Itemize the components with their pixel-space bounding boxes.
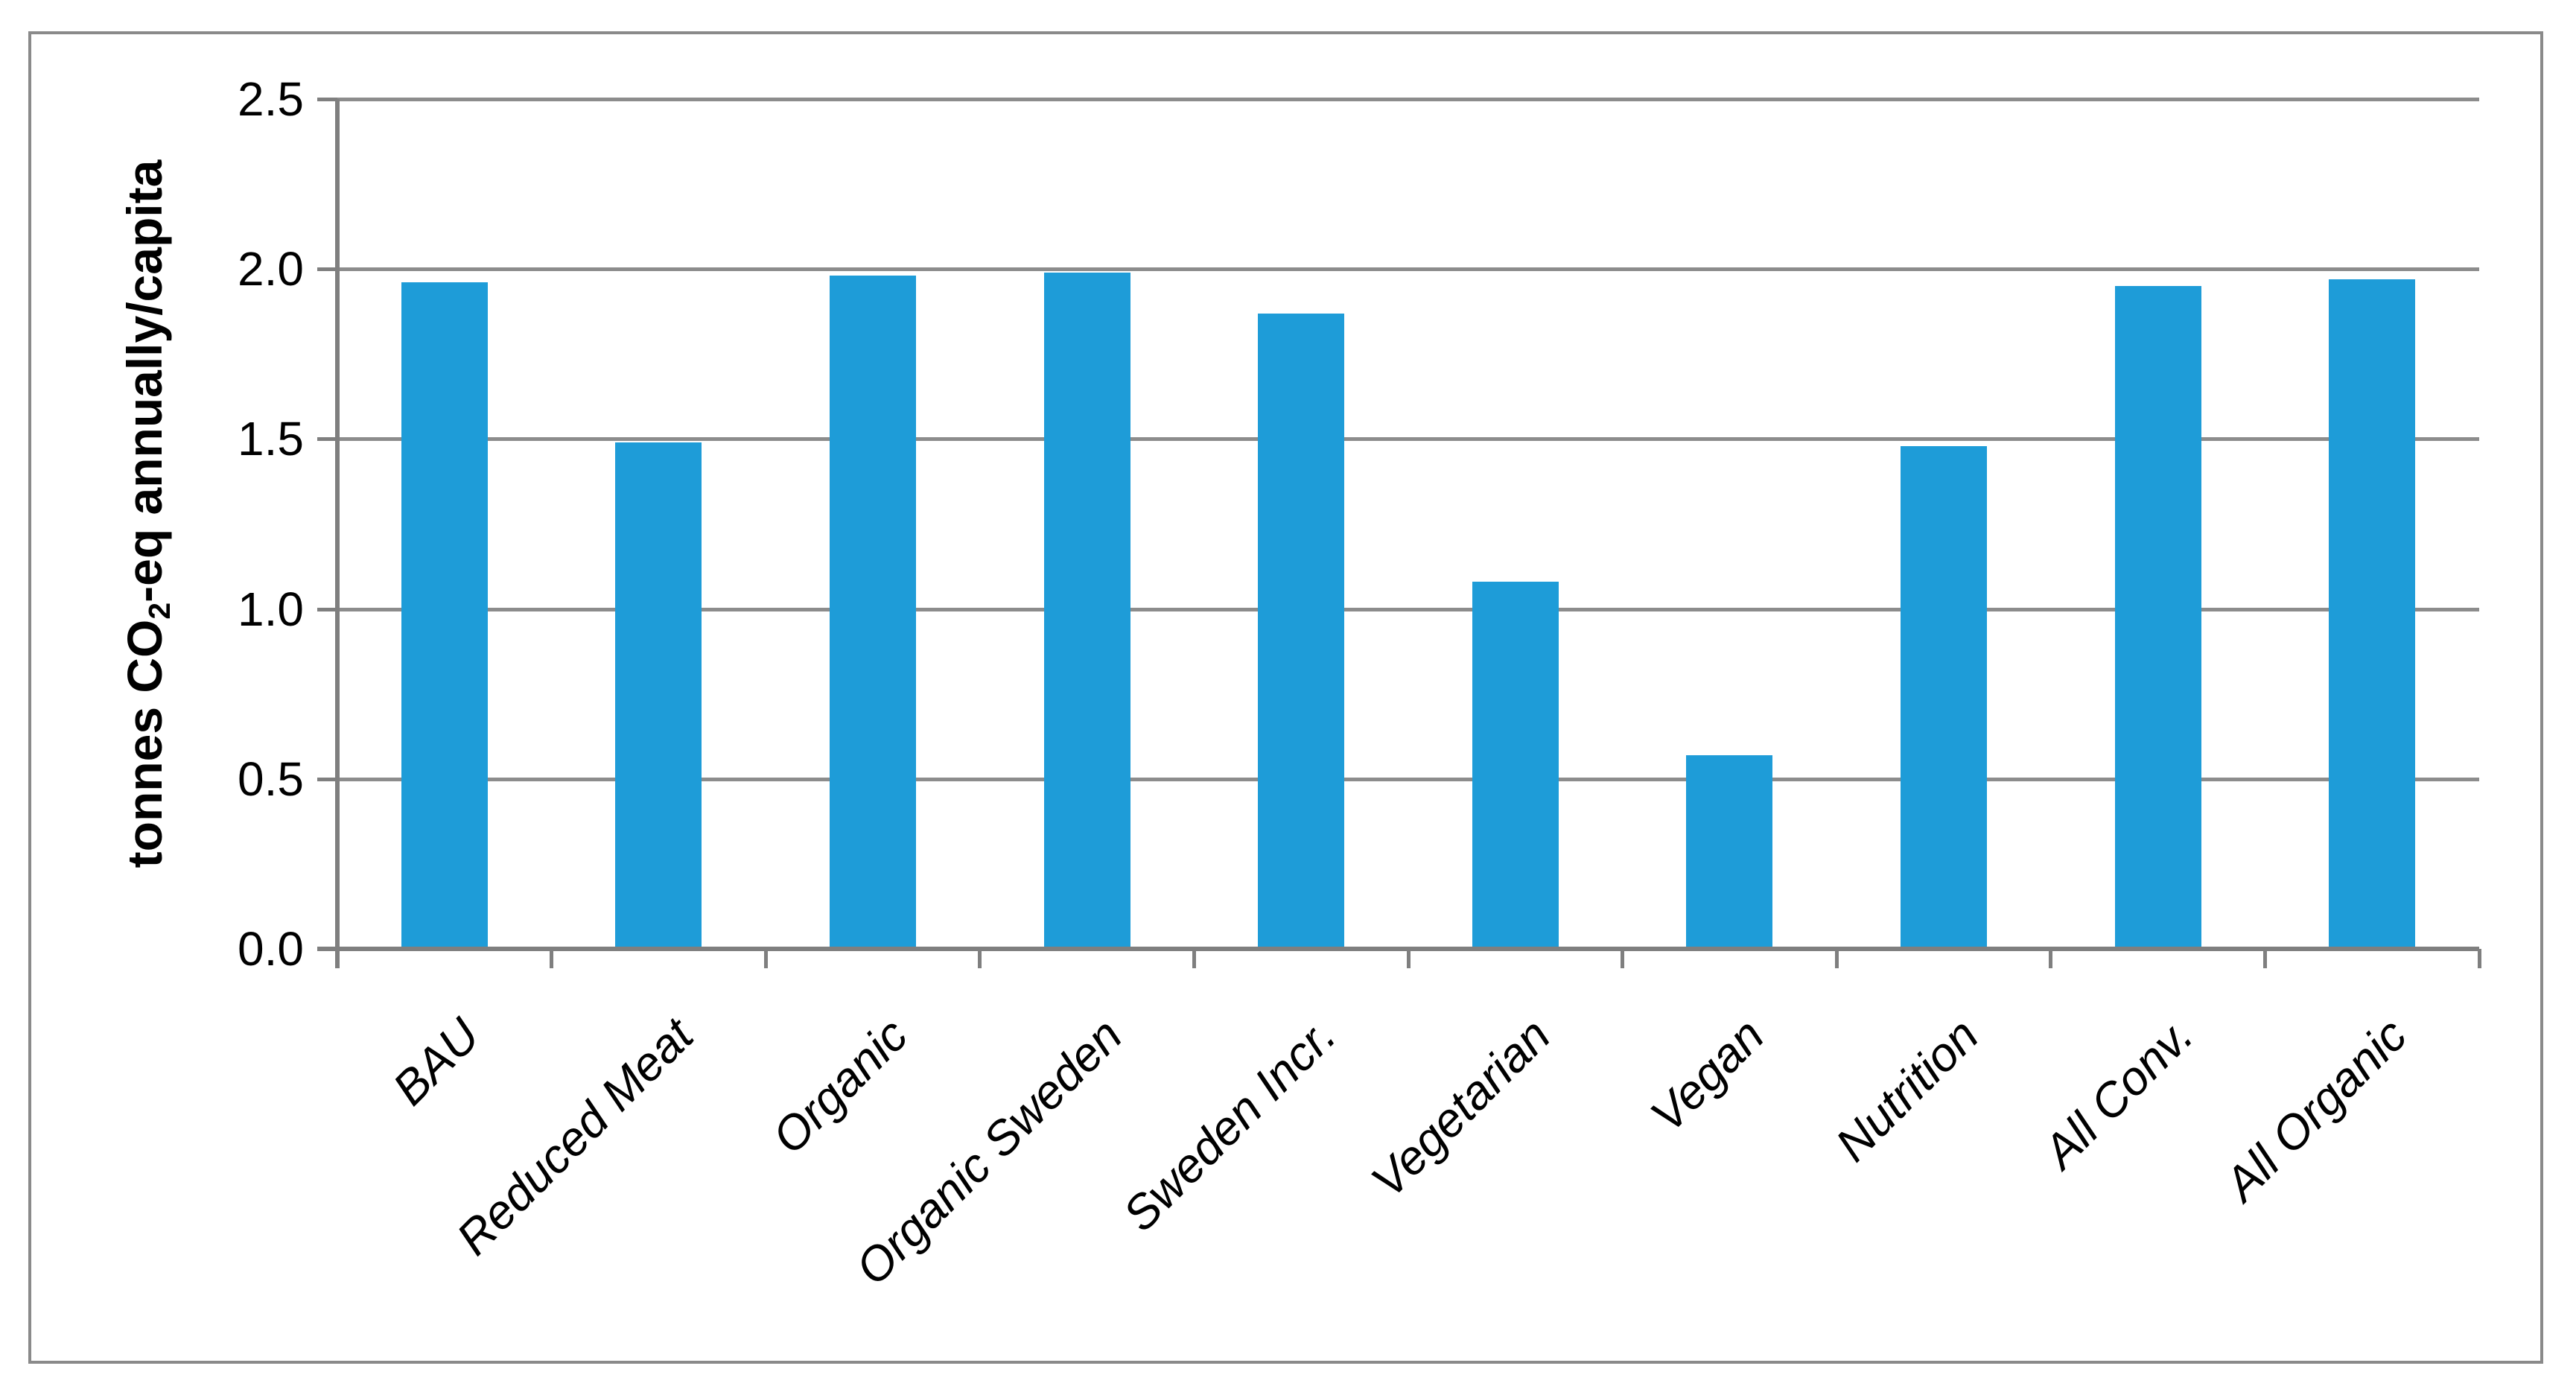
x-axis-tick-8	[2049, 949, 2053, 968]
x-axis-line	[317, 947, 2479, 951]
bar-organic-sweden	[1043, 272, 1130, 949]
gridline-0.5	[337, 777, 2479, 781]
y-axis-tick-2.0	[317, 267, 337, 272]
x-axis-tick-4	[1192, 949, 1196, 968]
bar-vegan	[1686, 754, 1773, 949]
bar-sweden-incr	[1258, 313, 1345, 949]
gridline-1.5	[337, 437, 2479, 442]
x-axis-tick-6	[1621, 949, 1625, 968]
y-axis-tick-label-1.5: 1.5	[238, 412, 304, 466]
x-axis-tick-3	[978, 949, 982, 968]
y-axis-line	[335, 99, 340, 968]
plot-area: 0.0 0.5 1.0 1.5 2.0 2.5 BAU Reduced Meat Organic…	[238, 72, 2481, 1295]
bar-vegetarian	[1472, 582, 1559, 949]
x-axis-tick-2	[763, 949, 768, 968]
y-axis-tick-label-0.0: 0.0	[238, 922, 304, 976]
bar-bau	[401, 282, 488, 949]
bar-all-conv	[2114, 286, 2201, 949]
bar-organic	[830, 276, 916, 949]
x-axis-tick-10	[2477, 949, 2481, 968]
gridline-1.0	[337, 607, 2479, 611]
y-axis-tick-1.5	[317, 437, 337, 442]
y-axis-tick-2.5	[317, 98, 337, 101]
y-axis-title-text-cont: -eq annually/capita	[116, 159, 172, 603]
figure-border	[28, 31, 2543, 1364]
bar-all-organic	[2329, 279, 2416, 949]
y-axis-tick-label-1.0: 1.0	[238, 582, 304, 636]
bar-reduced-meat	[615, 442, 702, 949]
x-axis-tick-1	[550, 949, 554, 968]
y-axis-tick-label-2.5: 2.5	[238, 72, 304, 126]
y-axis-tick-label-2.0: 2.0	[238, 242, 304, 296]
x-axis-tick-5	[1406, 949, 1411, 968]
gridline-2.0	[337, 267, 2479, 272]
y-axis-title-text: tonnes CO	[116, 619, 172, 868]
x-axis-tick-9	[2262, 949, 2267, 968]
x-axis-tick-7	[1834, 949, 1839, 968]
gridline-2.5	[337, 98, 2479, 101]
bar-nutrition	[1901, 445, 1987, 949]
y-axis-tick-1.0	[317, 607, 337, 611]
y-axis-tick-0.5	[317, 777, 337, 781]
y-axis-tick-label-0.5: 0.5	[238, 752, 304, 806]
y-axis-tick-0.0	[317, 947, 337, 951]
